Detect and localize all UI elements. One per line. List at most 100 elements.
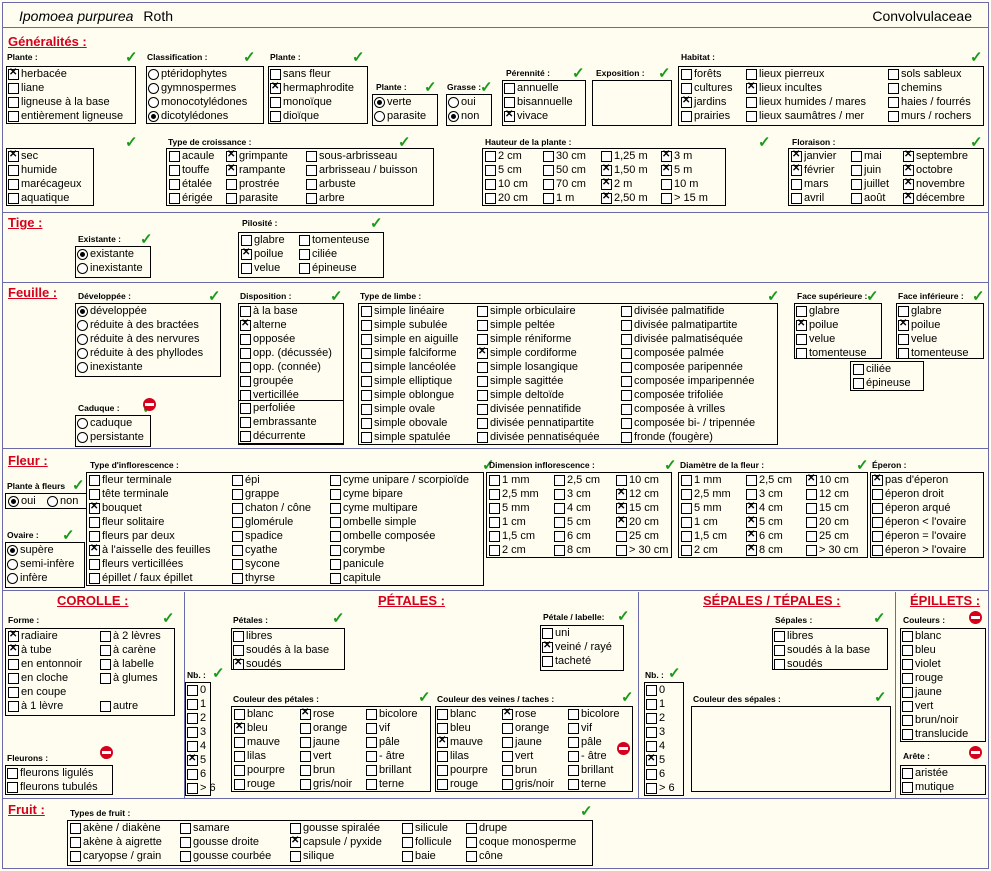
checkbox-option[interactable]: dioïque	[270, 109, 319, 123]
checkbox-option[interactable]: brun/noir	[902, 713, 958, 727]
checkbox-option[interactable]: 1	[187, 697, 206, 711]
checkbox-option[interactable]: sycone	[232, 557, 280, 571]
checkbox-option[interactable]: 4	[646, 739, 665, 753]
checkbox-option[interactable]: 0	[187, 683, 206, 697]
checkbox-option[interactable]: opp. (décussée)	[240, 346, 332, 360]
checkbox-option[interactable]: mars	[791, 177, 828, 191]
checkbox-option[interactable]: panicule	[330, 557, 384, 571]
checkbox-option[interactable]: ombelle simple	[330, 515, 416, 529]
checkbox-option[interactable]: 2,5 mm	[681, 487, 731, 501]
radio-option[interactable]: persistante	[77, 430, 144, 444]
checkbox-option[interactable]: blanc	[437, 707, 476, 721]
checkbox-option[interactable]: 15 cm	[616, 500, 659, 515]
checkbox-option[interactable]: 6	[646, 767, 665, 781]
checkbox-option[interactable]: septembre	[903, 148, 968, 163]
radio-option[interactable]: dicotylédones	[148, 109, 228, 123]
checkbox-option[interactable]: à 1 lèvre	[8, 699, 63, 713]
checkbox-option[interactable]: vert	[502, 749, 533, 763]
radio-option[interactable]: oui	[8, 494, 36, 508]
checkbox-option[interactable]: lieux incultes	[746, 80, 822, 95]
radio-option[interactable]: réduite à des nervures	[77, 332, 199, 346]
checkbox-option[interactable]: à 2 lèvres	[100, 629, 161, 643]
radio-option[interactable]: verte	[374, 95, 411, 109]
checkbox-option[interactable]: soudés	[774, 657, 822, 671]
checkbox-option[interactable]: spadice	[232, 529, 283, 543]
checkbox-option[interactable]: 2 cm	[489, 543, 526, 557]
checkbox-option[interactable]: vivace	[504, 108, 548, 123]
checkbox-option[interactable]: entièrement ligneuse	[8, 109, 123, 123]
checkbox-option[interactable]: hermaphrodite	[270, 80, 354, 95]
checkbox-option[interactable]: cône	[466, 849, 503, 863]
checkbox-option[interactable]: épineuse	[299, 261, 357, 275]
checkbox-option[interactable]: poilue	[796, 317, 838, 332]
checkbox-option[interactable]: liane	[8, 81, 44, 95]
radio-option[interactable]: développée	[77, 304, 147, 318]
checkbox-option[interactable]: libres	[774, 629, 813, 643]
checkbox-option[interactable]: gousse droite	[180, 835, 259, 849]
checkbox-option[interactable]: composée bi- / tripennée	[621, 416, 755, 430]
checkbox-option[interactable]: baie	[402, 849, 436, 863]
checkbox-option[interactable]: 12 cm	[616, 486, 659, 501]
checkbox-option[interactable]: cyathe	[232, 543, 277, 557]
checkbox-option[interactable]: février	[791, 162, 835, 177]
checkbox-option[interactable]: tacheté	[542, 654, 591, 668]
checkbox-option[interactable]: composée palmée	[621, 346, 724, 360]
checkbox-option[interactable]: 5 mm	[681, 501, 722, 515]
checkbox-option[interactable]: simple sagittée	[477, 374, 563, 388]
checkbox-option[interactable]: fleur solitaire	[89, 515, 164, 529]
checkbox-option[interactable]: 6	[187, 767, 206, 781]
checkbox-option[interactable]: terne	[568, 777, 606, 791]
checkbox-option[interactable]: 3	[187, 725, 206, 739]
radio-option[interactable]: réduite à des phyllodes	[77, 346, 203, 360]
checkbox-option[interactable]: divisée palmatipartite	[621, 318, 737, 332]
checkbox-option[interactable]: capitule	[330, 571, 381, 585]
checkbox-option[interactable]: velue	[241, 261, 280, 275]
checkbox-option[interactable]: ciliée	[299, 247, 337, 261]
checkbox-option[interactable]: 1 m	[543, 191, 574, 205]
checkbox-option[interactable]: bouquet	[89, 500, 142, 515]
checkbox-option[interactable]: 2	[187, 711, 206, 725]
checkbox-option[interactable]: brun	[502, 763, 537, 777]
checkbox-option[interactable]: 50 cm	[543, 163, 586, 177]
checkbox-option[interactable]: poilue	[241, 246, 283, 261]
checkbox-option[interactable]: épineuse	[853, 376, 911, 390]
checkbox-option[interactable]: 2,50 m	[601, 190, 648, 205]
checkbox-option[interactable]: simple falciforme	[361, 346, 457, 360]
checkbox-option[interactable]: opp. (connée)	[240, 360, 321, 374]
checkbox-option[interactable]: à carène	[100, 643, 156, 657]
checkbox-option[interactable]: bisannuelle	[504, 95, 573, 109]
checkbox-option[interactable]: lieux pierreux	[746, 67, 824, 81]
checkbox-option[interactable]: épi	[232, 473, 260, 487]
checkbox-option[interactable]: bleu	[437, 721, 471, 735]
checkbox-option[interactable]: 1,5 cm	[489, 529, 535, 543]
checkbox-option[interactable]: divisée palmatifide	[621, 304, 725, 318]
checkbox-option[interactable]: rose	[300, 706, 334, 721]
checkbox-option[interactable]: simple spatulée	[361, 430, 450, 444]
checkbox-option[interactable]: > 15 m	[661, 191, 708, 205]
checkbox-option[interactable]: jaune	[300, 735, 340, 749]
checkbox-option[interactable]: novembre	[903, 176, 965, 191]
radio-option[interactable]: inexistante	[77, 261, 143, 275]
checkbox-option[interactable]: simple losangique	[477, 360, 578, 374]
checkbox-option[interactable]: lilas	[437, 749, 469, 763]
checkbox-option[interactable]: pourpre	[234, 763, 285, 777]
checkbox-option[interactable]: sols sableux	[888, 67, 962, 81]
checkbox-option[interactable]: arbrisseau / buisson	[306, 163, 417, 177]
checkbox-option[interactable]: glabre	[898, 304, 942, 318]
checkbox-option[interactable]: corymbe	[330, 543, 385, 557]
checkbox-option[interactable]: brun	[300, 763, 335, 777]
checkbox-option[interactable]: fleurs verticillées	[89, 557, 183, 571]
checkbox-option[interactable]: 20 cm	[806, 515, 849, 529]
radio-option[interactable]: inexistante	[77, 360, 143, 374]
checkbox-option[interactable]: en coupe	[8, 685, 66, 699]
checkbox-option[interactable]: tomenteuse	[796, 346, 866, 360]
checkbox-option[interactable]: en cloche	[8, 671, 68, 685]
checkbox-option[interactable]: 1,25 m	[601, 149, 648, 163]
checkbox-option[interactable]: éperon > l'ovaire	[872, 543, 966, 557]
checkbox-option[interactable]: poilue	[898, 317, 940, 332]
checkbox-option[interactable]: cyme unipare / scorpioïde	[330, 473, 469, 487]
checkbox-option[interactable]: silique	[290, 849, 334, 863]
checkbox-option[interactable]: 2 cm	[681, 543, 718, 557]
checkbox-option[interactable]: glomérule	[232, 515, 293, 529]
checkbox-option[interactable]: caryopse / grain	[70, 849, 161, 863]
